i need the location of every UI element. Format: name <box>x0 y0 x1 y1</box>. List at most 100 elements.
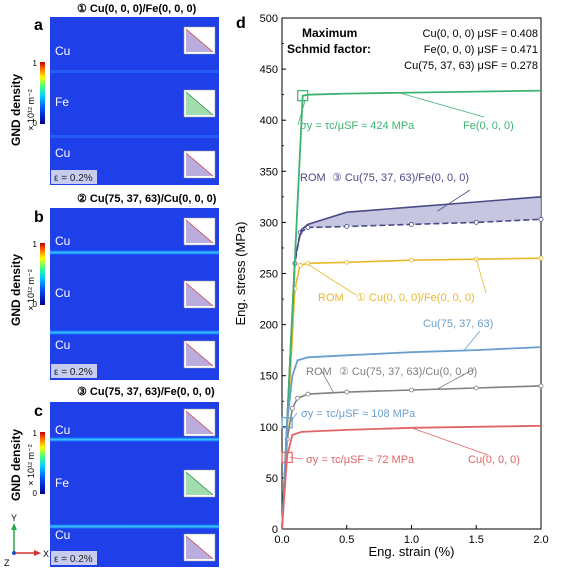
colorbar-b-min: 0 <box>33 300 38 309</box>
panel-a-layer-bottom: Cu <box>55 146 70 160</box>
rom-series-2-marker-7 <box>538 216 544 222</box>
y-tick-label-1: 50 <box>266 473 278 485</box>
panel-a-interface-bottom <box>50 135 219 138</box>
panel-b-band-top <box>50 250 219 255</box>
colorbar-b-title: GND density <box>9 254 23 326</box>
colorbar-a-title: GND density <box>9 74 23 146</box>
colorbar-b-unit: × 10¹² m⁻² <box>26 269 36 311</box>
leader-line-9 <box>289 457 304 460</box>
rom-series-0-marker-2 <box>297 262 303 268</box>
rom-series-0-marker-7 <box>538 255 544 261</box>
panel-d-letter: d <box>236 15 246 32</box>
panel-c-band-bottom <box>50 524 219 529</box>
panel-b-letter: b <box>34 209 44 226</box>
annot-108: σy = τc/μSF ≈ 108 MPa <box>301 408 416 420</box>
rom-label-3: ROM <box>300 172 326 184</box>
panel-a: ① Cu(0, 0, 0)/Fe(0, 0, 0) a Cu Fe Cu ε =… <box>34 3 219 185</box>
panel-a-layer-top: Cu <box>55 44 70 58</box>
rom-series-2-marker-3 <box>305 225 311 230</box>
colorbar-a-bar <box>40 62 45 124</box>
colorbar-b: GND density × 10¹² m⁻² 1 0 <box>9 240 45 326</box>
panel-a-layer-middle: Fe <box>55 95 69 109</box>
x-tick-label-2: 1.0 <box>404 534 419 546</box>
chart-legend: Maximum Schmid factor: Cu(0, 0, 0) μSF =… <box>287 26 538 72</box>
colorbar-c-unit: × 10¹² m⁻² <box>26 444 36 486</box>
y-tick-label-5: 250 <box>260 269 278 281</box>
rom-series-1-marker-3 <box>295 395 300 401</box>
colorbar-b-bar <box>40 243 45 305</box>
panel-c-header: ③ Cu(75, 37, 63)/Fe(0, 0, 0) <box>77 386 215 398</box>
colorbar-c-bar <box>40 432 45 494</box>
panel-c-strain: ε = 0.2% <box>54 554 93 565</box>
x-axis-label: Eng. strain (%) <box>369 544 455 559</box>
rom-series-0-marker-3 <box>305 260 311 266</box>
panel-c: ③ Cu(75, 37, 63)/Fe(0, 0, 0) c Cu Fe Cu … <box>34 386 219 567</box>
leader-line-1 <box>398 92 485 118</box>
panel-a-inset-top <box>183 26 216 55</box>
colorbar-a: GND density × 10¹² m⁻² 1 0 <box>9 59 45 146</box>
panel-a-inset-bottom <box>183 150 216 179</box>
leader-line-10 <box>411 427 489 456</box>
leader-line-3 <box>475 259 487 294</box>
panel-b: ② Cu(75, 37, 63)/Cu(0, 0, 0) b Cu Cu Cu … <box>34 193 219 380</box>
legend-entry-fe000: Fe(0, 0, 0) μSF = 0.471 <box>424 44 538 56</box>
rom-series-1-marker-8 <box>538 383 544 389</box>
y-axis-label: Eng. stress (MPa) <box>233 221 248 325</box>
rom-name-3: ③ Cu(75, 37, 63)/Fe(0, 0, 0) <box>332 172 469 184</box>
label-fe000: Fe(0, 0, 0) <box>463 120 514 132</box>
colorbar-b-max: 1 <box>33 240 38 249</box>
y-tick-label-7: 350 <box>260 166 278 178</box>
panel-c-letter: c <box>34 403 43 420</box>
leader-line-6 <box>319 367 335 394</box>
triad-z-dot <box>12 551 16 555</box>
panel-b-band-bottom <box>50 330 219 335</box>
x-tick-label-3: 1.5 <box>469 534 484 546</box>
leader-line-7 <box>437 368 475 390</box>
series-line-0 <box>281 89 542 530</box>
panel-a-inset-middle <box>183 89 216 118</box>
panel-b-layer-bottom: Cu <box>55 338 70 352</box>
panel-a-strain-box <box>51 170 97 184</box>
leader-line-2 <box>437 189 471 212</box>
annot-72: σy = τc/μSF ≈ 72 MPa <box>306 454 415 466</box>
series-line-2 <box>281 424 542 530</box>
legend-entry-cu000: Cu(0, 0, 0) μSF = 0.408 <box>423 28 538 40</box>
rom-label-1: ROM <box>318 292 344 304</box>
colorbar-c-title: GND density <box>9 429 23 501</box>
yield-marker-0 <box>297 90 309 102</box>
leader-line-5 <box>462 330 481 352</box>
y-tick-label-2: 100 <box>260 422 278 434</box>
triad-x-label: X <box>43 549 49 559</box>
colorbar-c-min: 0 <box>33 489 38 498</box>
rom-name-1: ① Cu(0, 0, 0)/Fe(0, 0, 0) <box>356 292 475 304</box>
colorbar-a-max: 1 <box>33 59 38 68</box>
rom-label-2: ROM <box>306 366 332 378</box>
x-tick-label-4: 2.0 <box>533 534 548 546</box>
legend-title-line1: Maximum <box>302 26 357 40</box>
y-tick-label-4: 200 <box>260 320 278 332</box>
triad-z-label: Z <box>4 558 10 568</box>
panel-c-layer-top: Cu <box>55 423 70 437</box>
panel-b-strain: ε = 0.2% <box>54 367 93 378</box>
leader-line-0 <box>297 99 306 126</box>
rom-series-0-marker-5 <box>409 257 414 263</box>
panel-c-inset-top <box>183 408 216 437</box>
panel-c-inset-middle <box>183 469 216 498</box>
rom-series-1-marker-2 <box>289 406 295 411</box>
triad-y-label: Y <box>11 513 17 523</box>
x-tick-label-1: 0.5 <box>339 534 354 546</box>
rom-3-band <box>282 196 541 529</box>
rom-series-1-marker-4 <box>305 391 311 397</box>
panel-b-inset-middle <box>183 280 216 309</box>
leader-line-8 <box>289 412 298 423</box>
series-line-1 <box>281 346 542 530</box>
colorbar-c: GND density × 10¹² m⁻² 1 0 <box>9 429 45 501</box>
panel-c-layer-bottom: Cu <box>55 528 70 542</box>
panel-c-layer-middle: Fe <box>55 476 69 490</box>
colorbar-a-min: 0 <box>33 119 38 128</box>
panel-a-header: ① Cu(0, 0, 0)/Fe(0, 0, 0) <box>77 3 197 15</box>
panel-b-inset-top <box>183 217 216 246</box>
rom-series-line-0 <box>281 257 542 530</box>
y-tick-label-8: 400 <box>260 115 278 127</box>
